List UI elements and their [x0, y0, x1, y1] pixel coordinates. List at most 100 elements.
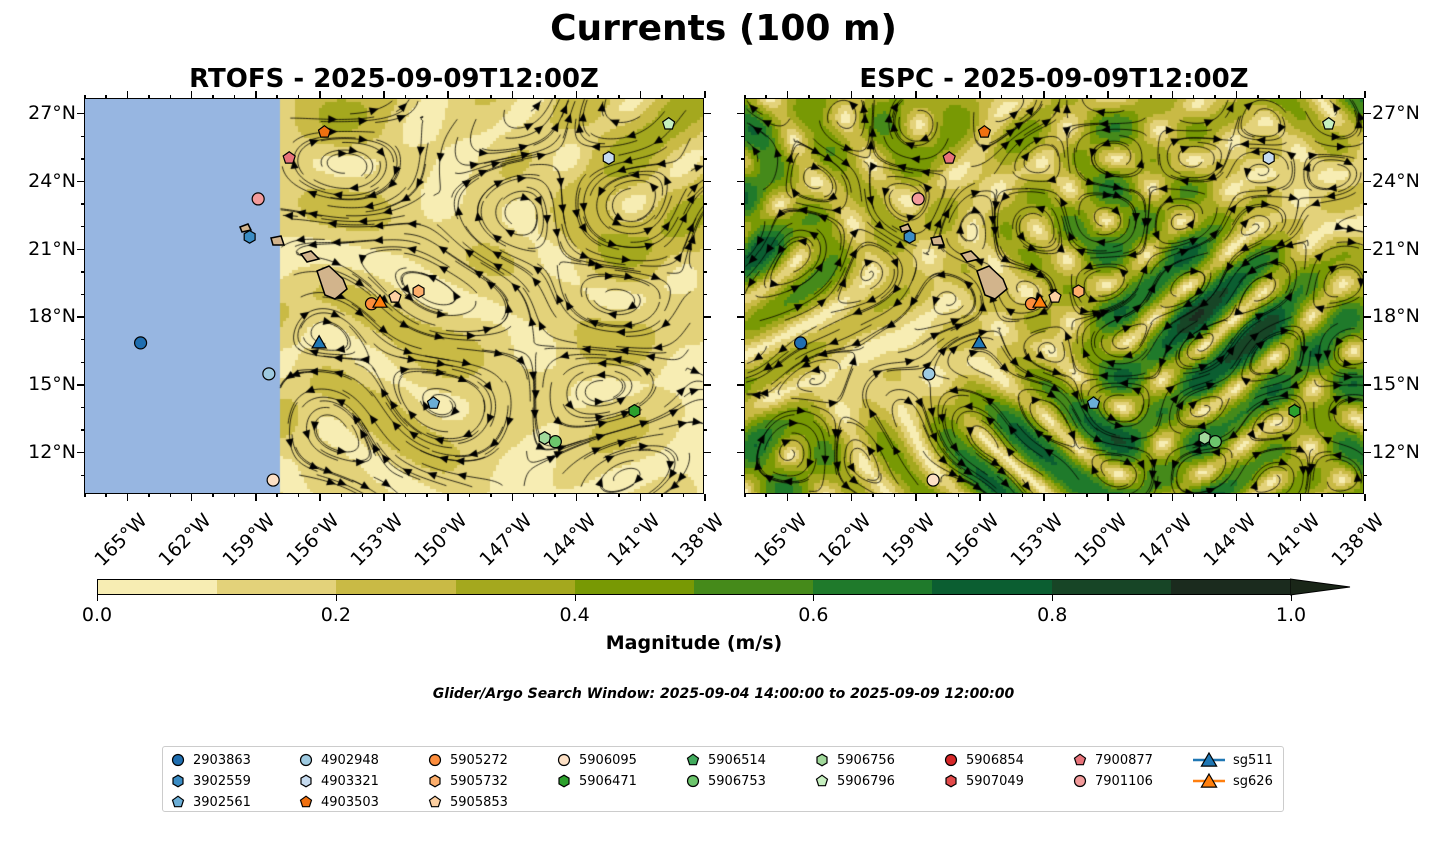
lon-tick-bottom: [829, 494, 832, 497]
platform-marker-7901106[interactable]: [911, 192, 925, 206]
lat-tick-left: [77, 316, 84, 318]
lat-tick-right: [704, 293, 707, 296]
legend-label: 5906854: [966, 752, 1024, 768]
lon-tick-bottom: [1342, 494, 1345, 497]
platform-marker-sg511[interactable]: [971, 334, 988, 349]
platform-marker-5906756[interactable]: [538, 431, 551, 445]
platform-marker-3902559[interactable]: [243, 229, 256, 244]
platform-marker-2903863[interactable]: [793, 336, 808, 350]
lon-tick-top: [1064, 95, 1067, 98]
lat-tick-left: [737, 451, 744, 454]
colorbar-tick-label: 0.4: [559, 604, 590, 626]
lat-tick-left: [81, 225, 84, 228]
lat-tick-right: [704, 406, 707, 409]
lon-tick-top: [190, 91, 193, 98]
lon-tick-bottom: [915, 494, 917, 501]
circle-marker-icon: [944, 753, 958, 767]
platform-marker-4903321[interactable]: [1262, 151, 1275, 165]
legend-item-3902559: 3902559: [171, 771, 251, 791]
platform-marker-4903503[interactable]: [977, 124, 992, 138]
legend-label: 5906796: [837, 773, 895, 789]
platform-marker-sg626[interactable]: [1031, 293, 1049, 308]
lon-tick-bottom: [1150, 494, 1152, 497]
legend-label: 4903321: [321, 773, 379, 789]
colorbar-tick: [1291, 595, 1292, 601]
lon-tick-top: [276, 95, 278, 98]
hexagon-marker-icon: [945, 774, 957, 788]
colorbar-bin-1: [217, 580, 337, 594]
lon-tick-top: [426, 95, 428, 98]
lon-tick-bottom: [233, 494, 236, 497]
platform-marker-4903503[interactable]: [317, 124, 332, 138]
platform-marker-5906796[interactable]: [1321, 116, 1336, 130]
legend-item-7901106: 7901106: [1073, 771, 1153, 791]
lon-tick-top: [319, 91, 321, 98]
lat-tick-right: [1364, 271, 1367, 273]
platform-marker-4903321[interactable]: [602, 151, 615, 165]
lon-label: 141°W: [1263, 509, 1325, 571]
platform-marker-5905853[interactable]: [388, 289, 402, 303]
lat-tick-right: [1364, 158, 1367, 160]
legend-item-3902561: 3902561: [171, 792, 251, 812]
platform-marker-5906471[interactable]: [628, 403, 641, 418]
lat-tick-left: [737, 112, 744, 115]
land-island: [959, 250, 981, 263]
platform-marker-5905732[interactable]: [412, 284, 425, 299]
lat-tick-right: [1364, 248, 1371, 251]
hexagon-marker-icon: [172, 774, 184, 788]
platform-marker-sg626[interactable]: [371, 293, 389, 308]
lon-tick-bottom: [532, 494, 535, 497]
platform-marker-7901106[interactable]: [251, 192, 265, 206]
platform-marker-5906095[interactable]: [266, 473, 280, 487]
lon-tick-top: [915, 91, 917, 98]
platform-marker-5906471[interactable]: [1288, 403, 1301, 418]
colorbar-bin-3: [455, 580, 575, 594]
lat-tick-left: [77, 451, 84, 454]
platform-marker-7900877[interactable]: [942, 150, 956, 164]
platform-marker-sg511[interactable]: [311, 334, 328, 349]
platform-marker-5906095[interactable]: [926, 473, 940, 487]
lon-label: 138°W: [667, 509, 729, 571]
lat-tick-left: [81, 293, 84, 296]
lat-tick-right: [704, 384, 711, 386]
platform-marker-3902561[interactable]: [1086, 396, 1101, 409]
platform-marker-7900877[interactable]: [282, 150, 296, 164]
platform-marker-2903863[interactable]: [133, 336, 148, 350]
lon-tick-bottom: [1000, 494, 1003, 497]
legend-label: 7900877: [1095, 752, 1153, 768]
platform-marker-5905732[interactable]: [1072, 284, 1085, 299]
lon-tick-top: [1235, 91, 1238, 98]
platform-marker-5905853[interactable]: [1048, 289, 1062, 303]
platform-marker-4902948[interactable]: [262, 367, 276, 381]
platform-marker-5906756[interactable]: [1198, 431, 1211, 445]
platform-marker-4902948[interactable]: [922, 367, 936, 381]
lat-tick-right: [704, 203, 707, 205]
platform-marker-3902561[interactable]: [426, 396, 441, 409]
platform-marker-5906753[interactable]: [1208, 435, 1222, 449]
search-window-text: Glider/Argo Search Window: 2025-09-04 14…: [432, 686, 1015, 702]
pentagon-marker-icon: [686, 753, 700, 766]
lon-tick-top: [661, 95, 663, 98]
platform-marker-5906753[interactable]: [548, 435, 562, 449]
lat-tick-right: [1364, 429, 1367, 431]
lon-label: 162°W: [814, 509, 876, 571]
platform-marker-5906796[interactable]: [661, 116, 676, 130]
lat-tick-left: [741, 135, 744, 138]
lon-tick-top: [1192, 95, 1195, 98]
legend-label: 5906095: [579, 752, 637, 768]
triangle-marker-icon: [1193, 751, 1225, 767]
platform-marker-3902559[interactable]: [903, 229, 916, 244]
map-panel-espc: [744, 98, 1364, 494]
lat-tick-right: [1364, 338, 1367, 341]
lat-tick-right: [1364, 474, 1367, 477]
lon-tick-bottom: [447, 494, 449, 501]
legend-label: 5905853: [450, 794, 508, 810]
hexagon-marker-icon: [429, 774, 441, 788]
lon-tick-bottom: [936, 494, 938, 497]
pentagon-marker-icon: [428, 795, 442, 808]
lon-label: 162°W: [154, 509, 216, 571]
lat-tick-right: [1364, 180, 1371, 183]
lat-tick-right: [1364, 384, 1371, 386]
lat-tick-right: [1364, 361, 1367, 364]
lat-tick-right: [704, 135, 707, 138]
